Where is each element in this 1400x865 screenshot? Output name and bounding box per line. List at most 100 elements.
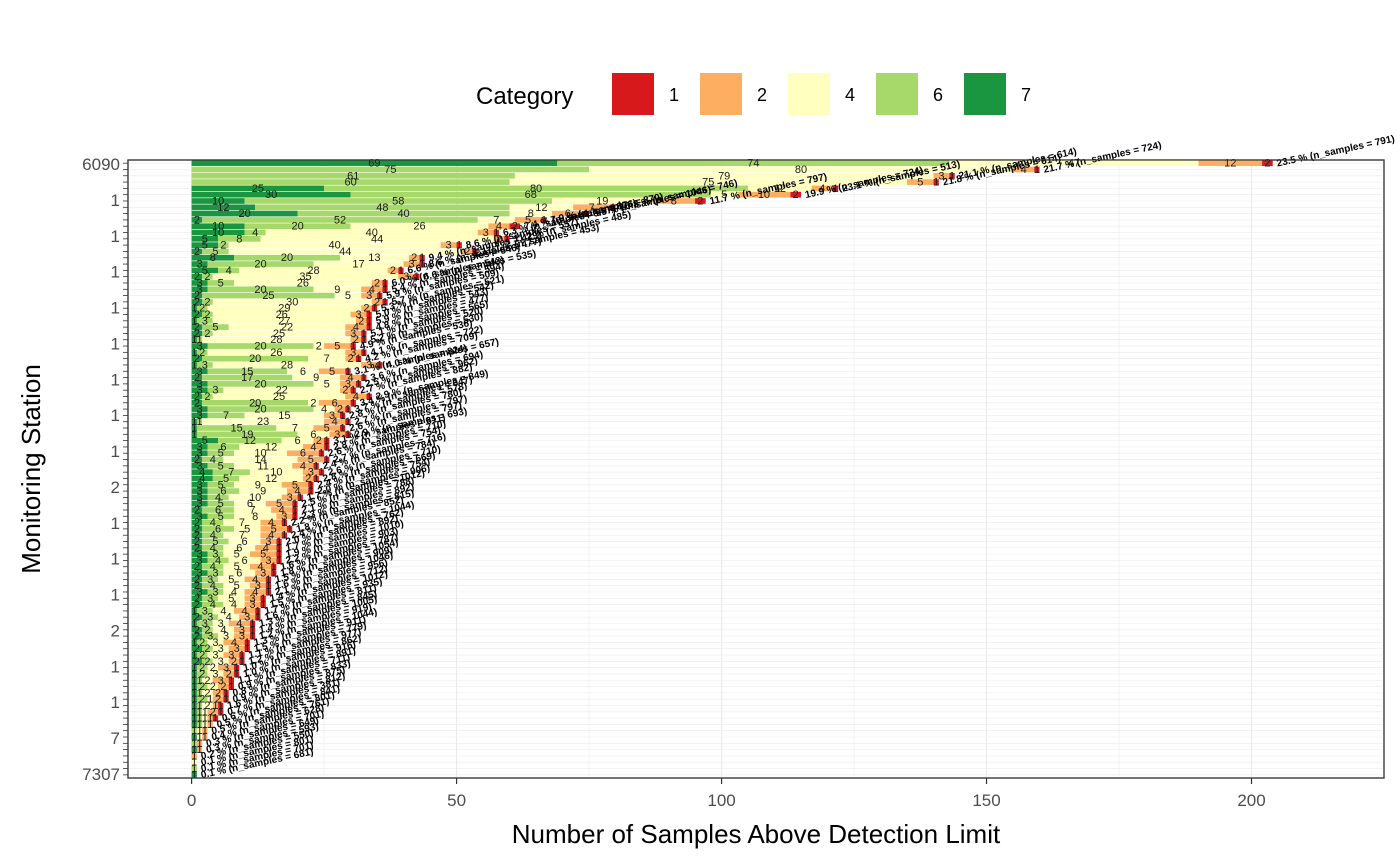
bar-segment-cat-4 [191, 759, 197, 766]
bar-segment-cat-1 [949, 172, 955, 179]
segment-value-label: 4 [353, 322, 359, 334]
segment-value-label: 4 [226, 612, 232, 624]
legend-items: 1 2 4 6 7 [612, 73, 1031, 115]
bar-segment-cat-6 [202, 526, 234, 532]
bar-segment-cat-2 [260, 519, 282, 526]
segment-value-label: 1 [324, 435, 330, 447]
bar-segment-cat-7 [191, 463, 208, 469]
segment-value-label: 26 [276, 309, 288, 321]
segment-value-label: 2 [194, 656, 200, 668]
bar-segment-cat-2 [361, 292, 378, 299]
segment-value-label: 2 [199, 662, 205, 674]
bar-segment-cat-4 [228, 324, 346, 330]
segment-value-label: 15 [231, 423, 243, 435]
segment-value-label: 8 [210, 252, 216, 264]
segment-value-label: 2 [210, 662, 216, 674]
legend-key-7 [964, 73, 1006, 115]
bar-segment-cat-2 [313, 437, 325, 444]
y-tick-label: 1 [111, 334, 120, 353]
segment-value-label: 9 [313, 372, 319, 384]
bar-segment-cat-7 [191, 658, 203, 665]
segment-value-label: 2 [194, 328, 200, 340]
segment-value-label: 2 [194, 624, 200, 636]
segment-value-label: 10 [758, 189, 770, 201]
segment-value-label: 15 [278, 410, 290, 422]
segment-value-label: 1 [196, 744, 202, 756]
segment-value-label: 2 [194, 309, 200, 321]
segment-value-label: 5 [276, 498, 282, 510]
segment-value-label: 2 [204, 271, 210, 283]
segment-value-label: 68 [525, 189, 537, 201]
bar-segment-cat-2 [488, 223, 510, 230]
bar-segment-cat-2 [228, 620, 250, 627]
segment-value-label: 5 [212, 536, 218, 548]
bar-segment-cat-2 [249, 582, 266, 589]
bar-segment-cat-1 [244, 645, 250, 652]
segment-value-label: 1 [345, 416, 351, 428]
segment-value-label: 1 [191, 769, 197, 781]
segment-value-label: 20 [291, 221, 303, 233]
bar-segment-cat-6 [202, 544, 224, 551]
segment-value-label: 7 [324, 353, 330, 365]
segment-value-label: 4 [210, 517, 216, 529]
segment-value-label: 1 [202, 713, 208, 725]
segment-value-label: 1 [265, 574, 271, 586]
segment-value-label: 12 [265, 473, 277, 485]
bar-segment-cat-1 [350, 399, 356, 406]
segment-value-label: 3 [350, 328, 356, 340]
segment-value-label: 1 [191, 637, 197, 649]
bar-segment-cat-4 [233, 500, 266, 507]
segment-value-label: 1 [260, 593, 266, 605]
segment-value-label: 2 [194, 296, 200, 308]
bar-segment-cat-6 [202, 633, 219, 639]
bar-segment-cat-4 [748, 185, 812, 192]
bar-segment-cat-6 [202, 614, 219, 621]
bar-segment-cat-6 [202, 299, 213, 305]
bar-segment-cat-6 [202, 456, 224, 463]
bar-segment-cat-6 [255, 204, 510, 211]
bar-segment-cat-4 [223, 582, 250, 589]
segment-value-label: 4 [210, 580, 216, 592]
segment-value-label: 1 [271, 561, 277, 573]
bar-segment-cat-7 [191, 519, 203, 526]
bar-segment-cat-4 [223, 532, 261, 539]
legend-key-6 [876, 73, 918, 115]
bar-segment-cat-7 [191, 488, 208, 494]
bar-segment-cat-4 [313, 406, 335, 412]
bar-segment-cat-1 [350, 387, 356, 394]
bar-segment-cat-1 [398, 267, 404, 274]
segment-value-label: 20 [254, 341, 266, 353]
segment-value-label: 1 [292, 504, 298, 516]
segment-value-label: 2 [194, 517, 200, 529]
segment-value-label: 28 [270, 334, 282, 346]
bar-segment-cat-7 [191, 437, 219, 444]
bar-segment-cat-7 [191, 690, 197, 696]
segment-value-label: 2 [194, 612, 200, 624]
segment-value-label: 3 [255, 580, 261, 592]
segment-value-label: 2 [204, 687, 210, 699]
segment-value-label: 7 [249, 504, 255, 516]
segment-value-label: 1 [313, 460, 319, 472]
segment-value-label: 6 [300, 448, 306, 460]
bar-segment-cat-7 [191, 444, 208, 450]
bar-segment-cat-7 [191, 399, 203, 406]
segment-value-label: 28 [281, 359, 293, 371]
segment-value-label: 22 [276, 385, 288, 397]
bar-segment-cat-2 [207, 721, 213, 728]
bar-segment-cat-2 [345, 330, 362, 337]
bar-segment-cat-2 [329, 431, 346, 438]
bar-segment-cat-4 [207, 671, 224, 677]
segment-value-label: 23 [257, 416, 269, 428]
segment-value-label: 1 [355, 378, 361, 390]
segment-value-label: 4 [369, 284, 375, 296]
bar-segment-cat-6 [207, 261, 314, 267]
bar-segment-cat-1 [265, 576, 272, 583]
segment-value-label: 1 [472, 246, 478, 258]
bar-segment-cat-7 [191, 185, 325, 192]
y-tick-label: 1 [111, 514, 120, 533]
bar-segment-cat-4 [239, 267, 388, 274]
segment-value-label: 2 [194, 322, 200, 334]
bar-segment-cat-6 [218, 242, 229, 248]
segment-value-label: 5 [234, 580, 240, 592]
segment-value-label: 3 [196, 498, 202, 510]
